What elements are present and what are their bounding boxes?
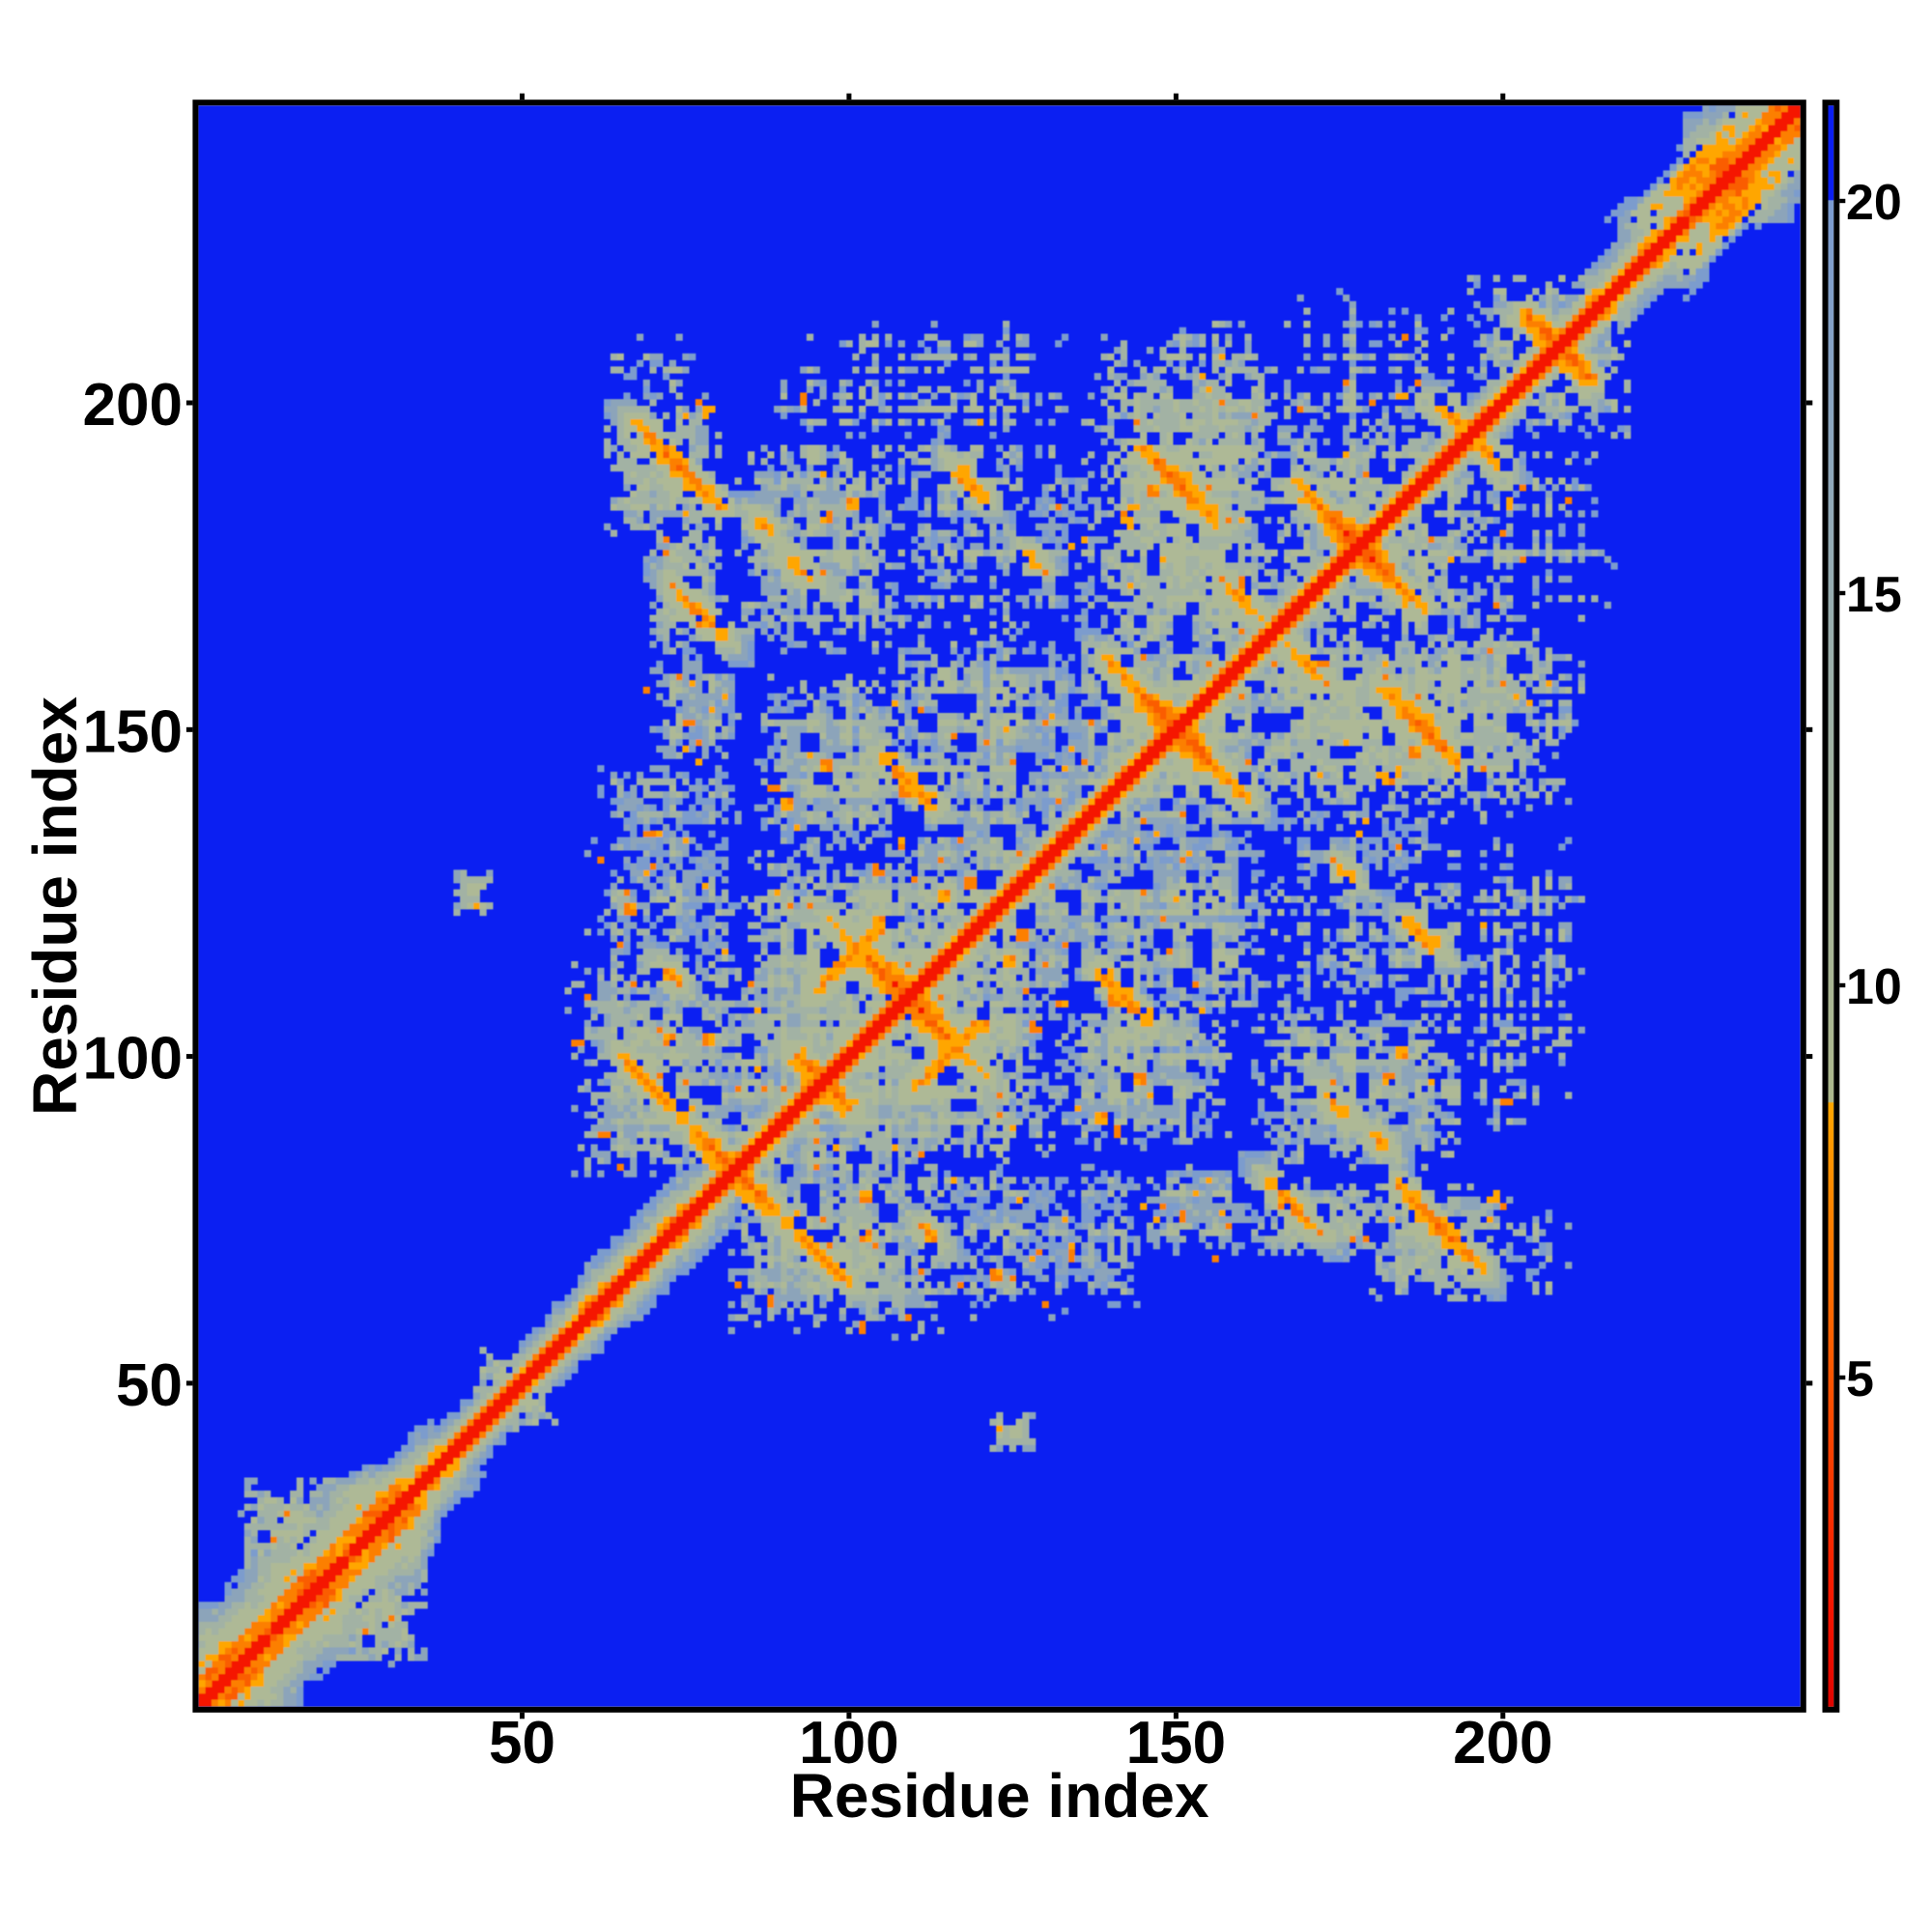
svg-text:200: 200 <box>1453 1710 1552 1776</box>
svg-text:150: 150 <box>1126 1710 1226 1776</box>
svg-text:50: 50 <box>116 1352 183 1419</box>
svg-text:5: 5 <box>1846 1351 1874 1407</box>
svg-text:Residue index: Residue index <box>790 1761 1209 1831</box>
svg-text:200: 200 <box>83 372 183 439</box>
svg-text:100: 100 <box>799 1710 898 1776</box>
svg-text:20: 20 <box>1846 175 1902 231</box>
svg-text:50: 50 <box>489 1710 555 1776</box>
svg-text:15: 15 <box>1846 567 1902 623</box>
svg-text:Residue index: Residue index <box>20 696 90 1116</box>
svg-text:100: 100 <box>83 1026 183 1093</box>
svg-text:10: 10 <box>1846 959 1902 1015</box>
svg-text:150: 150 <box>83 698 183 765</box>
